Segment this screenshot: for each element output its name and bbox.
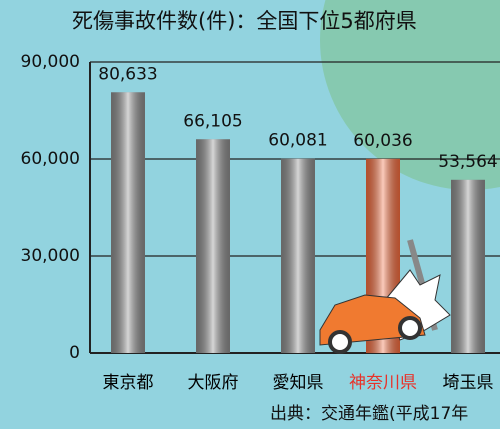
source-note: 出典：交通年鑑(平成17年 xyxy=(270,404,468,424)
value-label: 60,081 xyxy=(268,131,327,151)
bar-shine xyxy=(281,159,315,353)
chart: 死傷事故件数(件)：全国下位5都府県 出典：交通年鑑(平成17年 0 30,000… xyxy=(0,0,500,429)
y-tick-label: 0 xyxy=(69,343,80,363)
y-tick-label: 30,000 xyxy=(21,246,80,266)
bar-shine xyxy=(196,139,230,353)
y-tick-label: 90,000 xyxy=(21,52,80,72)
bar-shine xyxy=(451,180,485,353)
x-tick-label: 東京都 xyxy=(103,373,154,393)
x-tick-label: 埼玉県 xyxy=(443,373,494,393)
chart-title: 死傷事故件数(件)：全国下位5都府県 xyxy=(72,9,417,33)
y-tick-label: 60,000 xyxy=(21,149,80,169)
value-label: 66,105 xyxy=(183,111,242,131)
value-label: 53,564 xyxy=(438,152,497,172)
value-label: 80,633 xyxy=(98,64,157,84)
bar-shine xyxy=(111,92,145,353)
x-tick-label: 愛知県 xyxy=(273,373,324,393)
x-tick-label: 大阪府 xyxy=(188,373,239,393)
value-label: 60,036 xyxy=(353,131,412,151)
x-tick-label: 神奈川県 xyxy=(349,373,417,393)
